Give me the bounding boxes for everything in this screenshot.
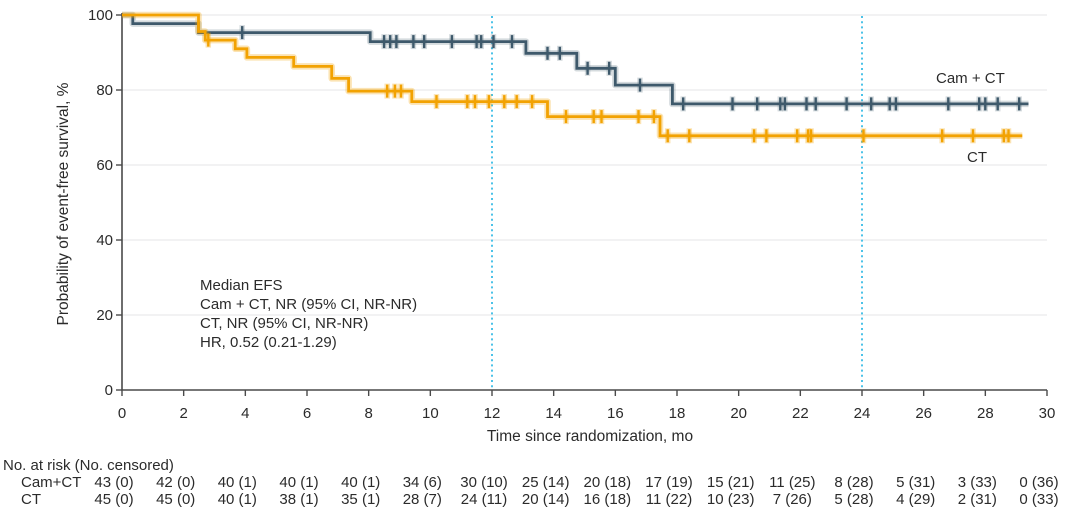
x-tick-label-14: 14: [545, 405, 562, 422]
y-tick-label-100: 100: [88, 7, 113, 24]
risk-value-Cam+CT-22mo: 11 (25): [769, 474, 815, 491]
x-tick-label-24: 24: [854, 405, 871, 422]
x-tick-label-30: 30: [1039, 405, 1056, 422]
censor-marks-Cam + CT: [239, 25, 1022, 112]
annotation-camct-ci: Cam + CT, NR (95% CI, NR-NR): [200, 296, 417, 313]
risk-value-Cam+CT-6mo: 40 (1): [279, 474, 318, 491]
x-tick-label-12: 12: [484, 405, 501, 422]
risk-value-Cam+CT-24mo: 8 (28): [834, 474, 873, 491]
x-tick-label-2: 2: [179, 405, 187, 422]
y-tick-label-40: 40: [96, 232, 113, 249]
risk-value-Cam+CT-8mo: 40 (1): [341, 474, 380, 491]
x-tick-label-16: 16: [607, 405, 624, 422]
risk-value-Cam+CT-0mo: 43 (0): [94, 474, 133, 491]
risk-value-CT-6mo: 38 (1): [279, 491, 318, 508]
risk-value-CT-18mo: 11 (22): [646, 491, 692, 508]
x-tick-label-0: 0: [118, 405, 126, 422]
y-tick-label-0: 0: [105, 382, 113, 399]
risk-value-CT-8mo: 35 (1): [341, 491, 380, 508]
x-tick-label-10: 10: [422, 405, 439, 422]
risk-value-Cam+CT-14mo: 25 (14): [522, 474, 570, 491]
y-tick-label-60: 60: [96, 157, 113, 174]
risk-value-CT-0mo: 45 (0): [94, 491, 133, 508]
risk-value-CT-26mo: 4 (29): [896, 491, 935, 508]
reference-lines: [490, 16, 863, 390]
x-tick-label-8: 8: [364, 405, 372, 422]
curve-Cam + CT: [122, 13, 1029, 106]
gridlines: [122, 14, 1047, 316]
risk-value-Cam+CT-10mo: 34 (6): [403, 474, 442, 491]
x-tick-label-22: 22: [792, 405, 809, 422]
risk-value-CT-22mo: 7 (26): [773, 491, 812, 508]
annotation-ct-ci: CT, NR (95% CI, NR-NR): [200, 315, 368, 332]
risk-value-CT-14mo: 20 (14): [522, 491, 570, 508]
risk-row-label-ct: CT: [21, 491, 41, 508]
risk-table-header: No. at risk (No. censored): [3, 457, 174, 474]
risk-value-CT-2mo: 45 (0): [156, 491, 195, 508]
survival-curves: [122, 11, 1029, 144]
risk-value-CT-28mo: 2 (31): [958, 491, 997, 508]
risk-value-CT-24mo: 5 (28): [834, 491, 873, 508]
risk-table-values: 43 (0) 42 (0) 40 (1) 40 (1) 40 (1) 34 (6) 30 (…: [94, 474, 1058, 508]
risk-value-Cam+CT-2mo: 42 (0): [156, 474, 195, 491]
risk-value-Cam+CT-18mo: 17 (19): [645, 474, 693, 491]
risk-value-Cam+CT-4mo: 40 (1): [218, 474, 257, 491]
risk-value-CT-4mo: 40 (1): [218, 491, 257, 508]
risk-value-Cam+CT-12mo: 30 (10): [460, 474, 508, 491]
x-axis-title: Time since randomization, mo: [487, 428, 693, 445]
series-label-cam-ct: Cam + CT: [936, 70, 1005, 87]
x-tick-label-18: 18: [669, 405, 686, 422]
risk-value-CT-10mo: 28 (7): [403, 491, 442, 508]
risk-value-Cam+CT-26mo: 5 (31): [896, 474, 935, 491]
annotation-median-efs: Median EFS: [200, 277, 283, 294]
risk-value-Cam+CT-16mo: 20 (18): [584, 474, 632, 491]
risk-value-Cam+CT-30mo: 0 (36): [1019, 474, 1058, 491]
x-tick-label-6: 6: [303, 405, 311, 422]
risk-value-Cam+CT-28mo: 3 (33): [958, 474, 997, 491]
risk-value-CT-16mo: 16 (18): [584, 491, 632, 508]
series-label-ct: CT: [967, 149, 987, 166]
risk-value-CT-30mo: 0 (33): [1019, 491, 1058, 508]
annotation-hazard-ratio: HR, 0.52 (0.21-1.29): [200, 334, 337, 351]
risk-value-CT-20mo: 10 (23): [707, 491, 755, 508]
x-tick-label-26: 26: [915, 405, 932, 422]
y-tick-label-80: 80: [96, 82, 113, 99]
x-tick-label-28: 28: [977, 405, 994, 422]
curve-CT: [122, 13, 1023, 138]
x-tick-label-4: 4: [241, 405, 249, 422]
y-axis-title: Probability of event-free survival, %: [55, 82, 72, 325]
risk-value-CT-12mo: 24 (11): [461, 491, 507, 508]
censor-marks-CT: [205, 32, 1012, 144]
y-tick-label-20: 20: [96, 307, 113, 324]
risk-row-label-cam-ct: Cam+CT: [21, 474, 81, 491]
x-tick-label-20: 20: [730, 405, 747, 422]
risk-value-Cam+CT-20mo: 15 (21): [707, 474, 755, 491]
